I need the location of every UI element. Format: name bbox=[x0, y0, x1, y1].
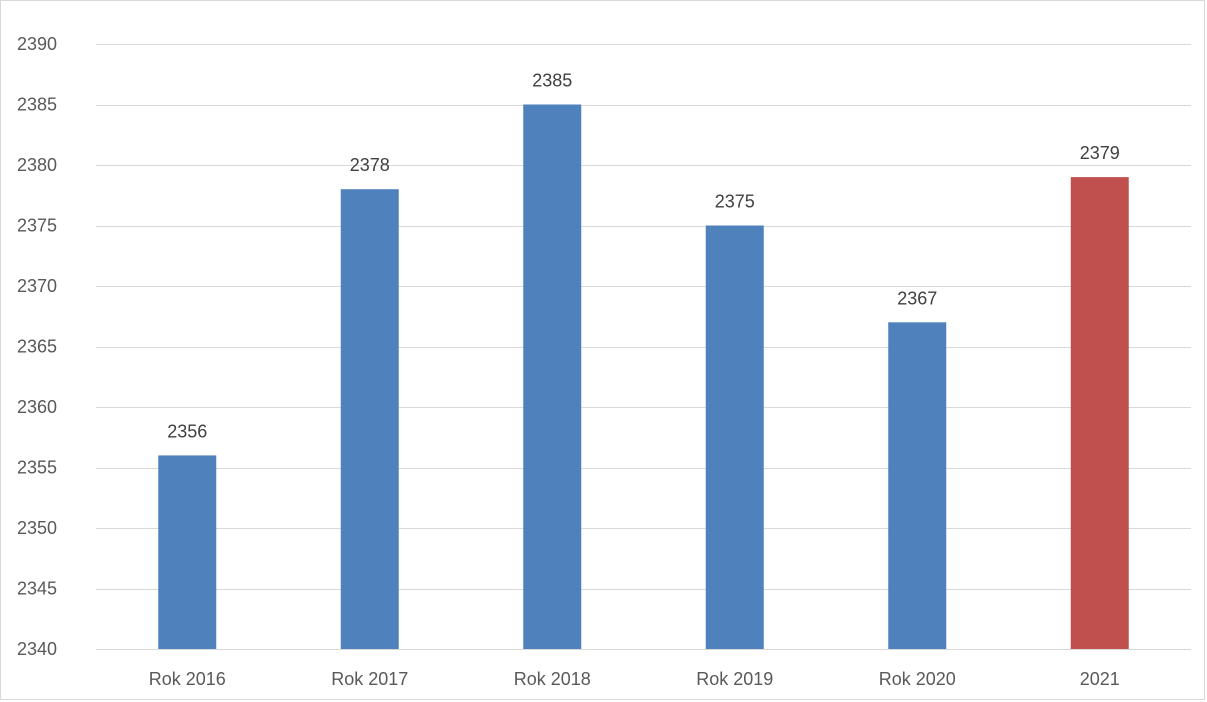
data-label: 2378 bbox=[350, 155, 390, 175]
data-label: 2385 bbox=[532, 71, 572, 91]
data-label: 2379 bbox=[1080, 143, 1120, 163]
bars-layer bbox=[158, 104, 1129, 649]
x-category-label: Rok 2017 bbox=[331, 669, 408, 689]
y-tick-label: 2365 bbox=[17, 337, 57, 357]
y-axis-ticks: 2340 2345 2350 2355 2360 2365 2370 2375 2380 2385… bbox=[17, 34, 57, 659]
data-labels-layer: 2356 2378 2385 2375 2367 2379 bbox=[167, 71, 1120, 442]
data-label: 2356 bbox=[167, 421, 207, 441]
bar-rok-2017 bbox=[340, 189, 399, 649]
y-tick-label: 2345 bbox=[17, 579, 57, 599]
x-axis-categories: Rok 2016 Rok 2017 Rok 2018 Rok 2019 Rok 2020… bbox=[149, 669, 1120, 689]
bar-rok-2016 bbox=[158, 455, 217, 649]
bar-rok-2018 bbox=[523, 104, 582, 649]
y-tick-label: 2340 bbox=[17, 639, 57, 659]
y-tick-label: 2355 bbox=[17, 458, 57, 478]
data-label: 2367 bbox=[897, 288, 937, 308]
y-tick-label: 2350 bbox=[17, 518, 57, 538]
y-tick-label: 2360 bbox=[17, 397, 57, 417]
y-tick-label: 2375 bbox=[17, 216, 57, 236]
grid-layer bbox=[96, 44, 1191, 650]
x-category-label: Rok 2020 bbox=[879, 669, 956, 689]
bar-2021 bbox=[1070, 177, 1129, 649]
x-category-label: Rok 2016 bbox=[149, 669, 226, 689]
x-category-label: 2021 bbox=[1080, 669, 1120, 689]
y-tick-label: 2390 bbox=[17, 34, 57, 54]
bar-rok-2019 bbox=[705, 225, 764, 649]
bar-rok-2020 bbox=[888, 322, 947, 649]
data-label: 2375 bbox=[715, 192, 755, 212]
x-category-label: Rok 2018 bbox=[514, 669, 591, 689]
y-tick-label: 2385 bbox=[17, 95, 57, 115]
y-tick-label: 2370 bbox=[17, 276, 57, 296]
y-tick-label: 2380 bbox=[17, 155, 57, 175]
x-category-label: Rok 2019 bbox=[696, 669, 773, 689]
